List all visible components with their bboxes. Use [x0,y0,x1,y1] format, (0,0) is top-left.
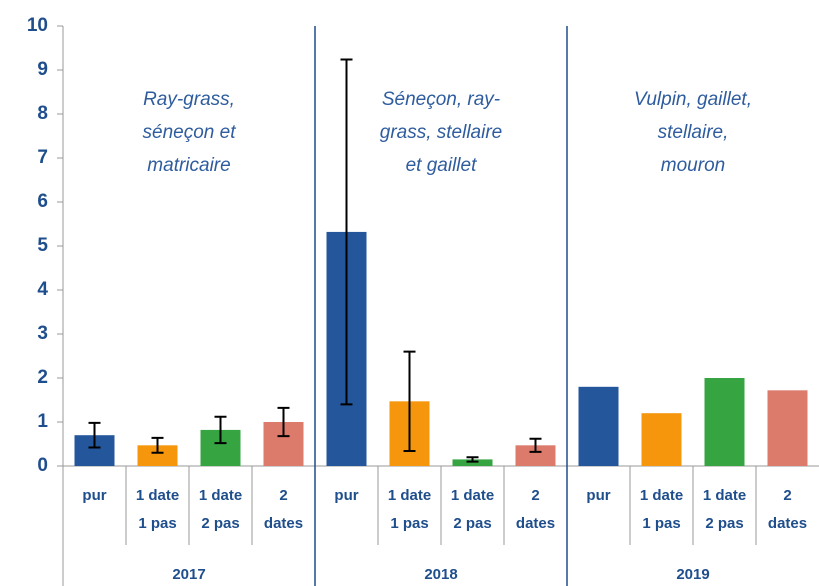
x-tick-label: 1 pas [138,515,176,532]
x-tick-label: pur [334,487,358,504]
bar [704,378,745,466]
error-bar [529,437,542,453]
group-label: 2017 [172,566,205,583]
x-tick-label: pur [82,487,106,504]
bar [452,459,493,466]
x-tick-label: 1 date [199,487,242,504]
y-tick-label: 7 [37,147,48,168]
annotation: grass, stellaire [380,122,503,143]
y-tick-label: 0 [37,455,48,476]
error-bar [403,350,416,453]
x-tick-label: 2 [783,487,791,504]
x-tick-label: dates [768,515,807,532]
x-tick-label: 1 date [451,487,494,504]
error-bar [340,58,353,406]
y-tick-label: 1 [37,411,48,432]
bar [515,445,556,466]
x-tick-label: 1 date [136,487,179,504]
x-tick-label: 1 pas [642,515,680,532]
bar [641,413,682,466]
annotation: séneçon et [143,122,237,143]
x-tick-label: 1 date [388,487,431,504]
y-tick-label: 10 [27,15,48,36]
x-tick-label: 1 pas [390,515,428,532]
error-bar [466,456,479,463]
y-tick-label: 4 [37,279,48,300]
bar [767,390,808,466]
annotation: Ray-grass, [143,89,235,110]
y-tick-label: 8 [37,103,48,124]
x-tick-label: 2 [531,487,539,504]
group-label: 2019 [676,566,709,583]
annotation: matricaire [147,155,230,176]
group-label: 2018 [424,566,457,583]
x-tick-label: pur [586,487,610,504]
y-tick-label: 5 [37,235,48,256]
y-tick-label: 6 [37,191,48,212]
x-tick-label: 2 pas [453,515,491,532]
error-bar [277,406,290,438]
error-bar [88,421,101,449]
annotation: stellaire, [658,122,729,143]
annotation: Vulpin, gaillet, [634,89,752,110]
y-tick-label: 9 [37,59,48,80]
error-bar [214,415,227,445]
annotation: mouron [661,155,725,176]
x-tick-label: 1 date [703,487,746,504]
x-tick-label: 2 pas [201,515,239,532]
bar [137,445,178,466]
annotation: Séneçon, ray- [382,89,500,110]
x-tick-label: 2 [279,487,287,504]
annotation: et gaillet [406,155,477,176]
y-tick-label: 2 [37,367,48,388]
x-tick-label: dates [264,515,303,532]
x-tick-label: 2 pas [705,515,743,532]
x-tick-label: 1 date [640,487,683,504]
y-tick-label: 3 [37,323,48,344]
bar [578,386,619,466]
error-bar [151,436,164,454]
x-tick-label: dates [516,515,555,532]
